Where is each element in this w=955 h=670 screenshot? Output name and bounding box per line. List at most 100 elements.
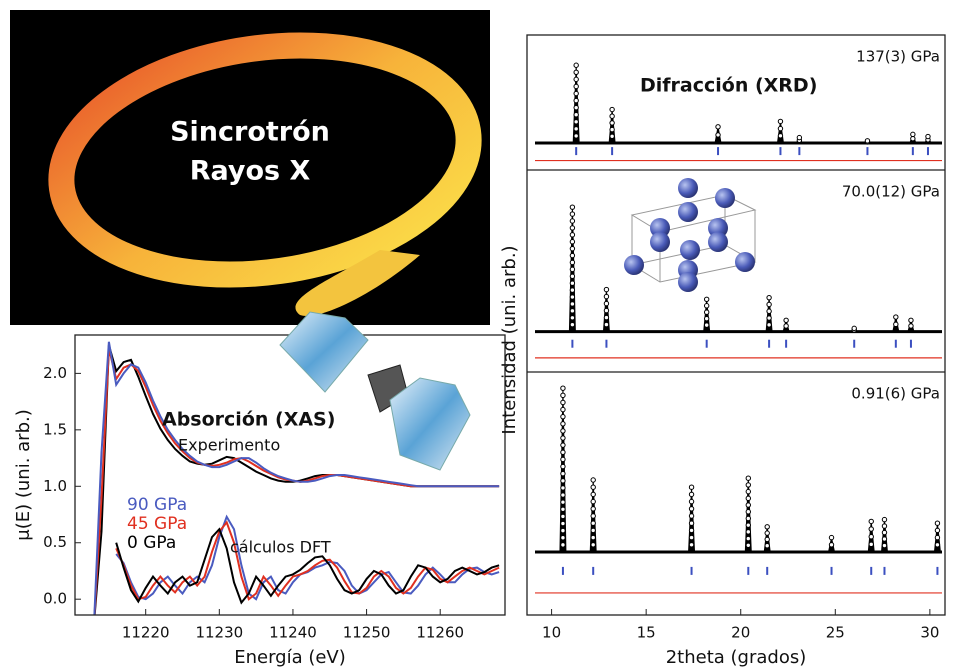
chart-title: Difracción (XRD) xyxy=(640,75,817,97)
peak-point xyxy=(591,528,595,532)
peak-point xyxy=(909,318,913,322)
peak-point xyxy=(778,119,782,123)
peak-point xyxy=(894,315,898,319)
peak-point xyxy=(610,121,614,125)
peak-point xyxy=(689,492,693,496)
peak-point xyxy=(591,521,595,525)
peak-point xyxy=(765,544,769,548)
x-tick-label: 11240 xyxy=(269,624,317,642)
peak-point xyxy=(570,246,574,250)
peak-point xyxy=(689,543,693,547)
peak-point xyxy=(767,302,771,306)
peak-point xyxy=(561,536,565,540)
peak-point xyxy=(935,543,939,547)
peak-point xyxy=(591,543,595,547)
illustration-text: Rayos X xyxy=(190,156,311,187)
peak-point xyxy=(778,126,782,130)
peak-point xyxy=(610,127,614,131)
peak-point xyxy=(767,309,771,313)
annotation: cálculos DFT xyxy=(230,538,331,557)
peak-point xyxy=(689,521,693,525)
peak-point xyxy=(561,443,565,447)
peak-point xyxy=(561,407,565,411)
peak-point xyxy=(746,483,750,487)
peak-point xyxy=(604,294,608,298)
peak-point xyxy=(882,530,886,534)
peak-point xyxy=(689,528,693,532)
peak-point xyxy=(746,503,750,507)
peak-point xyxy=(570,295,574,299)
peak-point xyxy=(784,318,788,322)
panel-label: 0.91(6) GPa xyxy=(851,385,940,403)
peak-point xyxy=(882,517,886,521)
peak-point xyxy=(561,479,565,483)
legend-entry: 90 GPa xyxy=(127,495,187,515)
peak-point xyxy=(746,530,750,534)
figure: Sincrotrón Rayos X 112201123011240112501… xyxy=(0,0,955,670)
peak-point xyxy=(604,301,608,305)
peak-point xyxy=(591,535,595,539)
peak-point xyxy=(561,507,565,511)
illustration-text: Sincrotrón xyxy=(170,117,330,148)
peak-point xyxy=(570,226,574,230)
peak-point xyxy=(561,400,565,404)
peak-point xyxy=(865,139,869,143)
peak-point xyxy=(610,114,614,118)
legend-entry: 45 GPa xyxy=(127,514,187,534)
peak-point xyxy=(591,492,595,496)
peak-point xyxy=(704,297,708,301)
peak-point xyxy=(574,134,578,138)
peak-point xyxy=(604,308,608,312)
peak-point xyxy=(561,514,565,518)
y-tick-label: 0.5 xyxy=(43,533,67,551)
peak-point xyxy=(716,125,720,129)
peak-point xyxy=(689,499,693,503)
peak-point xyxy=(570,253,574,257)
x-tick-label: 10 xyxy=(542,624,561,642)
peak-point xyxy=(746,536,750,540)
peak-point xyxy=(829,543,833,547)
peak-point xyxy=(561,436,565,440)
peak-point xyxy=(767,316,771,320)
crystal-structure xyxy=(624,178,755,292)
peak-point xyxy=(746,496,750,500)
x-tick-label: 11260 xyxy=(416,624,464,642)
x-tick-label: 15 xyxy=(637,624,656,642)
peak-point xyxy=(765,537,769,541)
legend-entry: 0 GPa xyxy=(127,533,176,553)
peak-point xyxy=(882,537,886,541)
peak-point xyxy=(570,288,574,292)
peak-point xyxy=(689,485,693,489)
peak-point xyxy=(570,240,574,244)
y-axis-label: μ(E) (uni. arb.) xyxy=(13,409,34,540)
peak-point xyxy=(935,528,939,532)
peak-point xyxy=(767,295,771,299)
peak-point xyxy=(689,507,693,511)
peak-point xyxy=(574,127,578,131)
peak-point xyxy=(561,450,565,454)
peak-point xyxy=(570,205,574,209)
plot-background xyxy=(75,335,505,615)
page: {"illustration": {"lines": ["Sincrotrón"… xyxy=(0,0,955,670)
peak-point xyxy=(561,457,565,461)
plot-frame xyxy=(527,35,945,615)
y-tick-label: 0.0 xyxy=(43,590,67,608)
peak-point xyxy=(591,499,595,503)
diffraction-peak xyxy=(777,121,783,143)
peak-point xyxy=(561,464,565,468)
peak-point xyxy=(894,322,898,326)
panel-label: 70.0(12) GPa xyxy=(842,183,940,201)
peak-point xyxy=(591,478,595,482)
peak-point xyxy=(746,510,750,514)
x-tick-label: 25 xyxy=(826,624,845,642)
peak-point xyxy=(909,324,913,328)
peak-point xyxy=(689,514,693,518)
x-tick-label: 11230 xyxy=(195,624,243,642)
peak-point xyxy=(746,489,750,493)
peak-point xyxy=(935,521,939,525)
peak-point xyxy=(797,135,801,139)
peak-point xyxy=(604,287,608,291)
peak-point xyxy=(765,531,769,535)
peak-point xyxy=(561,521,565,525)
peak-point xyxy=(574,70,578,74)
